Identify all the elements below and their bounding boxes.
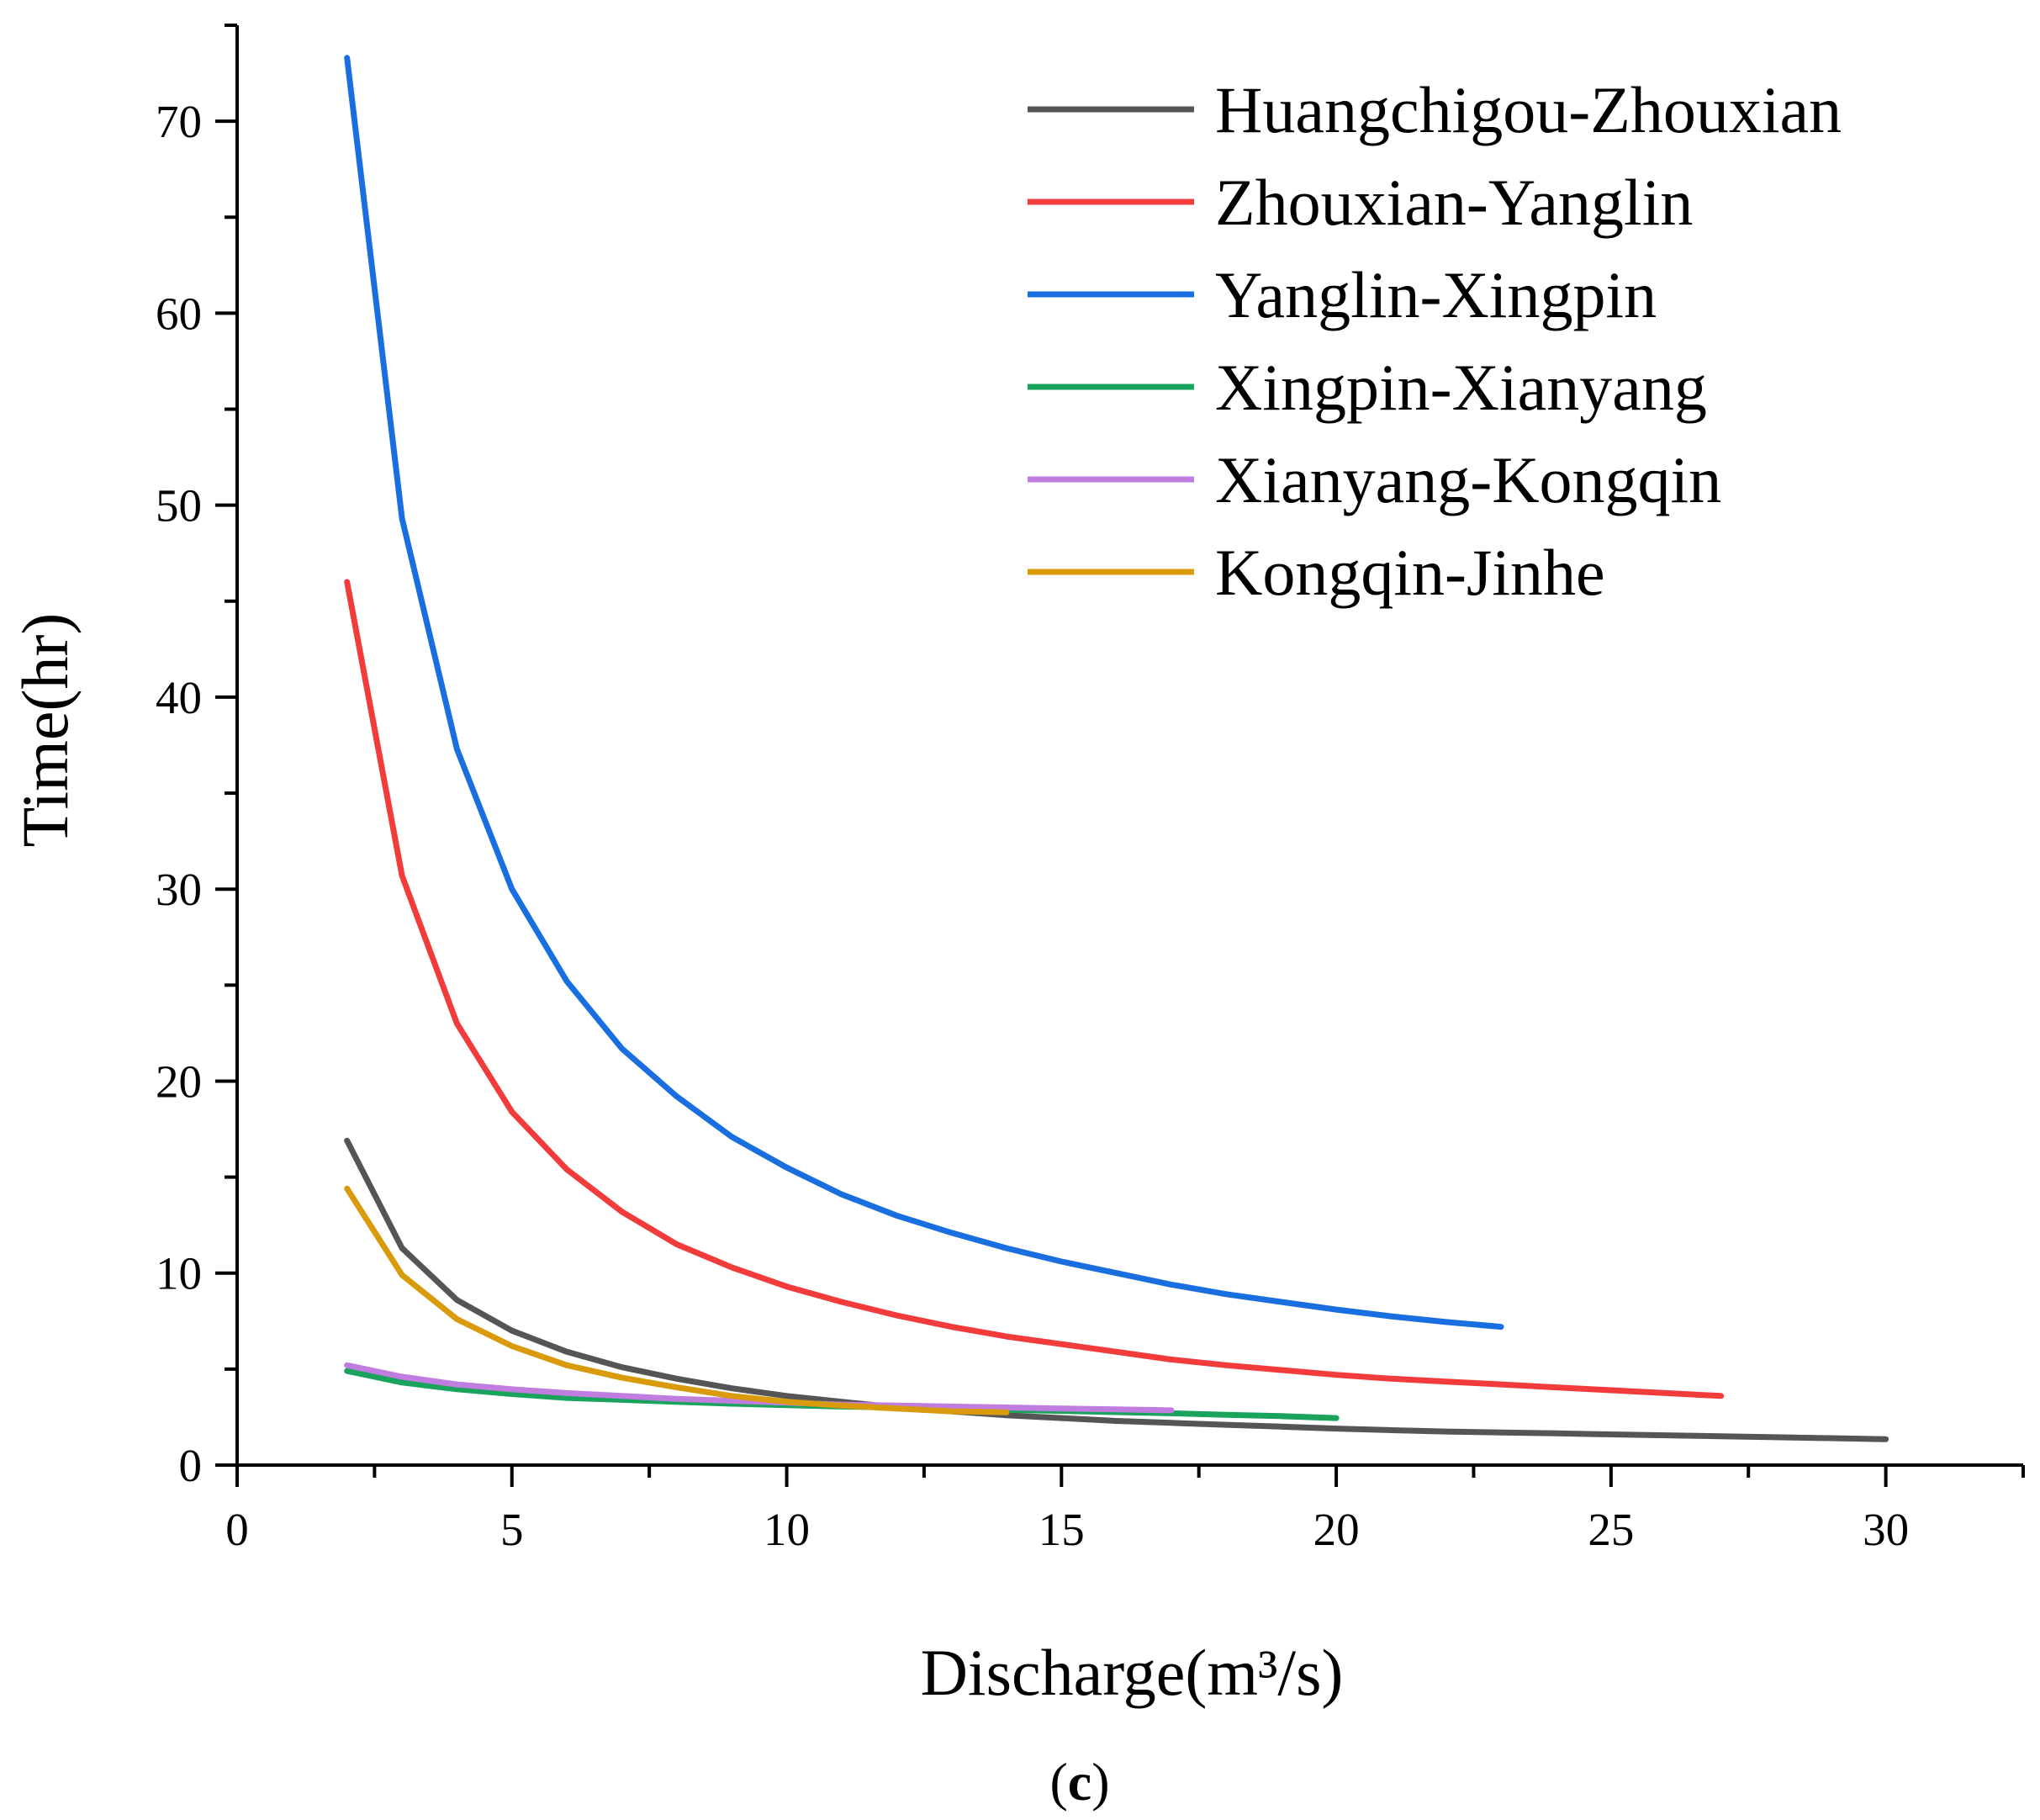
x-tick-label: 30 [1863, 1504, 1909, 1555]
y-tick-label: 70 [156, 96, 202, 147]
legend-label-xianyang-kongqin: Xianyang-Kongqin [1215, 443, 1721, 516]
y-tick-label: 0 [179, 1440, 203, 1491]
series-line-xingpin-xianyang [344, 1368, 1340, 1421]
caption-open: ( [1049, 1752, 1067, 1812]
x-tick-label: 20 [1313, 1504, 1360, 1555]
ticks-layer: 0 5 10 15 20 25 30 0 10 20 30 40 50 60 70 [156, 24, 2025, 1555]
y-axis-title: Time(hr) [8, 613, 82, 848]
y-tick-label: 20 [156, 1055, 202, 1107]
caption-close: ) [1091, 1752, 1109, 1812]
series-line-zhouxian-yanglin [344, 579, 1725, 1399]
axes-layer [235, 25, 2023, 1467]
legend-label-kongqin-jinhe: Kongqin-Jinhe [1215, 536, 1605, 609]
series-line-yanglin-xingpin [344, 55, 1504, 1331]
figure-caption: (c) [1049, 1752, 1109, 1812]
x-tick-label: 10 [764, 1504, 810, 1555]
x-tick-label: 25 [1588, 1504, 1634, 1555]
x-axis-title: Discharge(m³/s) [921, 1636, 1344, 1709]
y-tick-label: 50 [156, 480, 202, 532]
y-tick-label: 30 [156, 864, 202, 915]
y-tick-label: 60 [156, 288, 202, 339]
legend-label-huangchigou-zhouxian: Huangchigou-Zhouxian [1215, 73, 1842, 146]
series-layer [344, 55, 1889, 1442]
x-tick-label: 15 [1038, 1504, 1085, 1555]
x-tick-label: 5 [500, 1504, 524, 1555]
x-tick-label: 0 [225, 1504, 249, 1555]
legend-label-zhouxian-yanglin: Zhouxian-Yanglin [1215, 166, 1693, 239]
series-line-huangchigou-zhouxian [344, 1137, 1889, 1442]
caption-letter: c [1068, 1752, 1091, 1812]
series-line-xianyang-kongqin [344, 1362, 1175, 1414]
y-tick-label: 10 [156, 1248, 202, 1299]
legend: Huangchigou-Zhouxian Zhouxian-Yanglin Yang… [1028, 73, 1842, 609]
series-line-kongqin-jinhe [344, 1185, 1010, 1415]
legend-label-xingpin-xianyang: Xingpin-Xianyang [1215, 351, 1707, 424]
y-tick-label: 40 [156, 672, 202, 723]
legend-label-yanglin-xingpin: Yanglin-Xingpin [1215, 258, 1657, 331]
